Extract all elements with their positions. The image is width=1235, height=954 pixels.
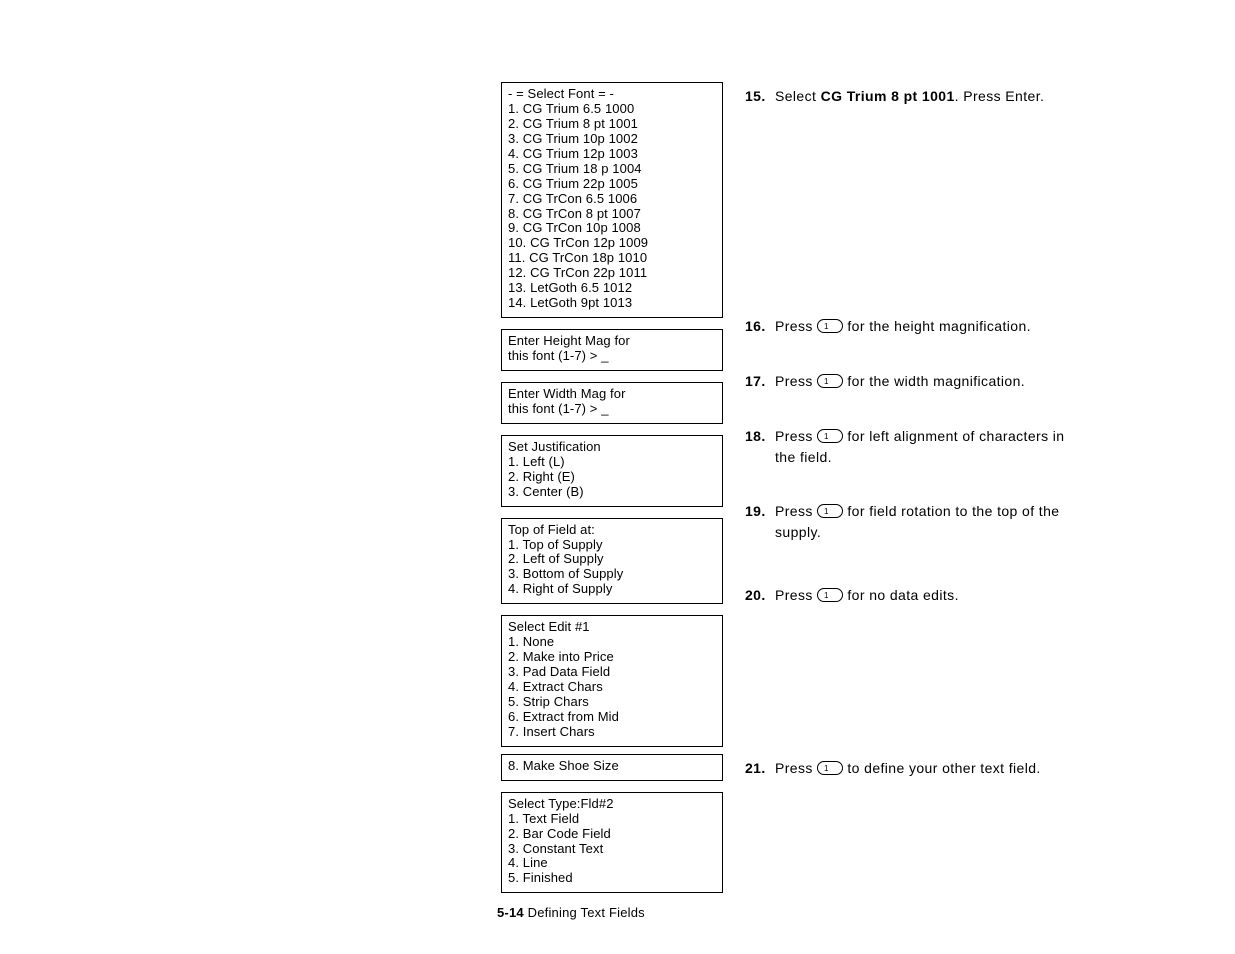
step-18: 18. Press 1 for left alignment of charac… — [745, 427, 1145, 448]
page-footer: 5-14 Defining Text Fields — [497, 905, 645, 920]
step-number: 17. — [745, 372, 775, 391]
step-text-pre: Press — [775, 318, 817, 334]
page-number: 5-14 — [497, 905, 524, 920]
screen-width-mag: Enter Width Mag for this font (1-7) > _ — [501, 382, 723, 424]
step-15: 15. Select CG Trium 8 pt 1001. Press Ent… — [745, 87, 1145, 106]
step-number: 16. — [745, 317, 775, 336]
step-body: Press 1 to define your other text field. — [775, 759, 1145, 780]
enter-key-icon: 1 — [817, 319, 843, 338]
step-body-cont: the field. — [775, 448, 1145, 467]
svg-text:1: 1 — [824, 432, 829, 441]
step-text-post: for field rotation to the top of the — [843, 503, 1059, 519]
right-column: 15. Select CG Trium 8 pt 1001. Press Ent… — [745, 87, 1145, 780]
screen-font-list: - = Select Font = - 1. CG Trium 6.5 1000… — [501, 82, 723, 318]
step-body: Press 1 for no data edits. — [775, 586, 1145, 607]
screen-top-of-field: Top of Field at: 1. Top of Supply 2. Lef… — [501, 518, 723, 605]
svg-text:1: 1 — [824, 322, 829, 331]
step-text-pre: Press — [775, 503, 817, 519]
screen-justification: Set Justification 1. Left (L) 2. Right (… — [501, 435, 723, 507]
step-number: 21. — [745, 759, 775, 778]
step-body: Press 1 for field rotation to the top of… — [775, 502, 1145, 523]
step-text-pre: Press — [775, 428, 817, 444]
step-19: 19. Press 1 for field rotation to the to… — [745, 502, 1145, 523]
enter-key-icon: 1 — [817, 504, 843, 523]
step-text-bold: CG Trium 8 pt 1001 — [821, 88, 955, 104]
step-text-post: for left alignment of characters in — [843, 428, 1064, 444]
step-19-cont: supply. — [745, 523, 1145, 542]
step-number: 19. — [745, 502, 775, 521]
step-body-cont: supply. — [775, 523, 1145, 542]
step-text-post: to define your other text field. — [843, 760, 1041, 776]
step-text-post: . Press Enter. — [955, 88, 1045, 104]
step-18-cont: the field. — [745, 448, 1145, 467]
enter-key-icon: 1 — [817, 588, 843, 607]
step-text-pre: Press — [775, 760, 817, 776]
step-text-post: for no data edits. — [843, 587, 959, 603]
svg-text:1: 1 — [824, 764, 829, 773]
step-text-pre: Select — [775, 88, 821, 104]
step-number: 20. — [745, 586, 775, 605]
svg-text:1: 1 — [824, 377, 829, 386]
step-text-pre: Press — [775, 373, 817, 389]
step-number: 15. — [745, 87, 775, 106]
enter-key-icon: 1 — [817, 374, 843, 393]
step-21: 21. Press 1 to define your other text fi… — [745, 759, 1145, 780]
screen-height-mag: Enter Height Mag for this font (1-7) > _ — [501, 329, 723, 371]
svg-text:1: 1 — [824, 591, 829, 600]
enter-key-icon: 1 — [817, 761, 843, 780]
step-16: 16. Press 1 for the height magnification… — [745, 317, 1145, 338]
screen-shoe-size: 8. Make Shoe Size — [501, 754, 723, 781]
step-body: Press 1 for the height magnification. — [775, 317, 1145, 338]
enter-key-icon: 1 — [817, 429, 843, 448]
step-20: 20. Press 1 for no data edits. — [745, 586, 1145, 607]
step-body: Press 1 for the width magnification. — [775, 372, 1145, 393]
step-text-pre: Press — [775, 587, 817, 603]
step-body: Select CG Trium 8 pt 1001. Press Enter. — [775, 87, 1145, 106]
step-text-post: for the height magnification. — [843, 318, 1031, 334]
svg-text:1: 1 — [824, 507, 829, 516]
step-number: 18. — [745, 427, 775, 446]
footer-title: Defining Text Fields — [524, 905, 645, 920]
screen-select-type: Select Type:Fld#2 1. Text Field 2. Bar C… — [501, 792, 723, 894]
screen-select-edit: Select Edit #1 1. None 2. Make into Pric… — [501, 615, 723, 747]
step-body: Press 1 for left alignment of characters… — [775, 427, 1145, 448]
step-17: 17. Press 1 for the width magnification. — [745, 372, 1145, 393]
left-column: - = Select Font = - 1. CG Trium 6.5 1000… — [501, 82, 723, 893]
step-text-post: for the width magnification. — [843, 373, 1025, 389]
page: - = Select Font = - 1. CG Trium 6.5 1000… — [0, 0, 1235, 954]
